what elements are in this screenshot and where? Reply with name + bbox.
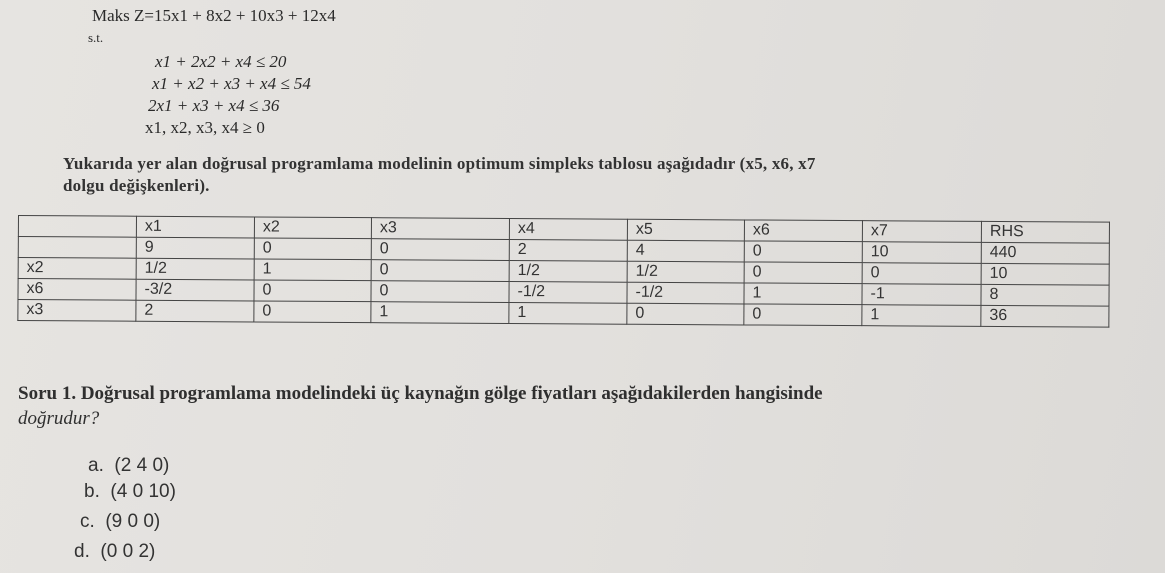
option-text: (2 4 0) (114, 455, 170, 476)
option-text: (4 0 10) (110, 481, 176, 502)
nonnegativity-constraint: x1, x2, x3, x4 ≥ 0 (145, 118, 265, 137)
table-cell: 0 (254, 237, 372, 260)
table-cell: 2 (135, 300, 254, 322)
question-text: Doğrusal programlama modelindeki üç kayn… (76, 383, 823, 404)
table-cell: 10 (862, 241, 982, 264)
table-cell: 4 (627, 240, 745, 262)
option-d[interactable]: d. (0 0 2) (74, 541, 155, 563)
table-cell: 0 (862, 262, 982, 285)
table-cell: 0 (626, 303, 744, 325)
table-cell: -1 (861, 283, 982, 306)
option-letter: d. (74, 541, 90, 562)
constraint-2: x1 + x2 + x3 + x4 ≤ 54 (152, 74, 311, 93)
table-header: x3 (371, 217, 510, 240)
table-cell: 1 (508, 302, 627, 325)
table-cell: 0 (371, 259, 510, 282)
table-cell: -1/2 (508, 281, 628, 304)
table-cell: -1/2 (626, 282, 745, 304)
table-cell: 440 (981, 242, 1110, 265)
option-b[interactable]: b. (4 0 10) (84, 481, 176, 503)
table-cell: 1 (254, 258, 372, 281)
table-cell: 1 (861, 304, 981, 327)
intro-line-2: dolgu değişkenleri). (63, 176, 210, 195)
table-cell: 9 (136, 237, 255, 259)
table-cell: 1 (370, 301, 509, 324)
option-text: (9 0 0) (105, 511, 161, 532)
table-header: x4 (509, 218, 628, 241)
table-cell: 0 (371, 238, 510, 261)
table-header: x7 (862, 220, 982, 243)
table-cell: 0 (253, 300, 371, 323)
option-letter: c. (80, 511, 95, 532)
constraint-3: 2x1 + x3 + x4 ≤ 36 (148, 96, 280, 115)
table-header (18, 215, 137, 238)
objective-function: Maks Z=15x1 + 8x2 + 10x3 + 12x4 (92, 6, 336, 25)
table-cell (18, 236, 137, 259)
table-cell: x6 (17, 278, 137, 301)
table-header: x1 (136, 216, 255, 238)
question-line-1: Soru 1. Doğrusal programlama modelindeki… (18, 383, 823, 405)
table-cell: 0 (744, 240, 863, 263)
option-c[interactable]: c. (9 0 0) (80, 511, 160, 533)
table-header: x2 (254, 216, 372, 239)
table-cell: 1/2 (136, 258, 255, 280)
table-cell: 1/2 (509, 260, 628, 283)
table-header: RHS (981, 221, 1110, 244)
table-cell: -3/2 (135, 279, 255, 301)
option-letter: b. (84, 481, 100, 502)
table-cell: 8 (980, 284, 1110, 307)
simplex-table: x1 x2 x3 x4 x5 x6 x7 RHS 9 0 0 2 4 0 10 440 x2 1… (17, 215, 1110, 328)
table-cell: 36 (980, 305, 1109, 328)
constraint-1: x1 + 2x2 + x4 ≤ 20 (155, 52, 287, 71)
option-a[interactable]: a. (2 4 0) (88, 455, 169, 477)
table-cell: 1 (743, 282, 863, 305)
question-label: Soru 1. (18, 383, 77, 404)
table-cell: 2 (509, 239, 628, 262)
table-cell: 0 (744, 261, 863, 284)
table-header: x5 (627, 219, 745, 241)
table-cell: x2 (18, 257, 137, 280)
table-cell: 0 (370, 280, 510, 303)
table-cell: 0 (253, 279, 372, 302)
table-cell: x3 (17, 299, 136, 322)
subject-to-label: s.t. (88, 30, 104, 45)
table-header: x6 (744, 219, 863, 242)
table-cell: 1/2 (627, 261, 745, 283)
table-cell: 10 (981, 263, 1110, 286)
intro-line-1: Yukarıda yer alan doğrusal programlama m… (63, 154, 816, 173)
question-line-2: doğrudur? (18, 408, 100, 429)
table-cell: 0 (743, 303, 862, 326)
option-text: (0 0 2) (100, 541, 156, 562)
option-letter: a. (88, 455, 104, 476)
